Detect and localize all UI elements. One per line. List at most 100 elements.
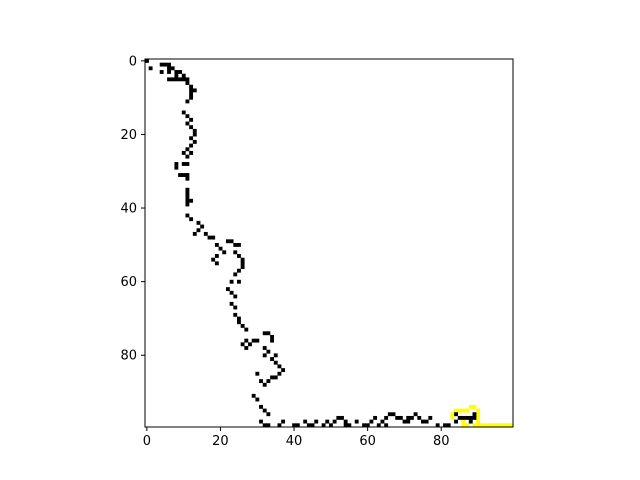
path-cell [332, 419, 337, 424]
path-cell [248, 342, 252, 347]
path-cell [292, 423, 297, 428]
path-cell [233, 272, 238, 277]
path-cell [181, 162, 186, 166]
path-cell [262, 382, 267, 387]
path-cell [189, 143, 194, 148]
path-cell [435, 423, 440, 428]
path-cell [303, 419, 308, 424]
path-cell [365, 423, 370, 428]
path-cell [343, 423, 348, 428]
path-cell [196, 220, 201, 225]
path-cell [189, 217, 194, 222]
path-cell [277, 371, 282, 376]
highlight-cell [490, 423, 495, 428]
path-cell [354, 419, 359, 424]
path-cell [362, 423, 366, 428]
path-cell [270, 357, 274, 361]
path-cell [295, 423, 300, 428]
path-cell [384, 415, 389, 420]
path-cell [185, 198, 190, 203]
path-cell [178, 70, 182, 74]
x-tick-label: 60 [359, 434, 376, 449]
path-cell [413, 412, 418, 417]
path-cell [185, 99, 190, 104]
path-cell [259, 419, 263, 424]
path-cell [185, 147, 190, 152]
y-tick-label: 60 [120, 275, 137, 290]
path-cell [237, 316, 241, 321]
path-cell [409, 415, 414, 420]
path-cell [281, 368, 286, 372]
path-cell [255, 397, 260, 402]
path-cell [225, 287, 230, 292]
path-cell [185, 187, 190, 192]
heatmap-cells [145, 59, 514, 428]
path-cell [192, 128, 197, 133]
path-cell [185, 162, 190, 166]
path-cell [266, 423, 271, 428]
x-tick-label: 40 [286, 434, 303, 449]
highlight-cell [468, 404, 473, 409]
path-cell [229, 239, 234, 244]
path-cell [185, 202, 190, 207]
path-cell [159, 62, 164, 67]
path-cell [167, 77, 171, 82]
highlight-cell [476, 423, 481, 428]
y-tick-label: 80 [120, 349, 137, 364]
path-cell [465, 415, 470, 420]
plot-frame [144, 58, 514, 428]
path-cell [421, 419, 425, 424]
path-cell [185, 81, 190, 85]
path-cell [163, 62, 168, 67]
path-cell [233, 250, 238, 255]
highlight-cell [479, 423, 484, 428]
path-cell [240, 261, 245, 266]
path-cell [240, 323, 245, 328]
path-cell [387, 412, 392, 417]
path-cell [185, 195, 190, 200]
highlight-cell [461, 419, 466, 424]
path-cell [406, 419, 411, 424]
x-tick-label: 20 [212, 434, 229, 449]
path-cell [148, 66, 153, 71]
path-cell [185, 213, 190, 218]
path-cell [240, 342, 245, 347]
path-cell [181, 73, 186, 78]
path-cell [347, 423, 352, 428]
x-axis: 0 20 40 60 80 [143, 427, 450, 449]
path-cell [185, 176, 190, 181]
path-cell [229, 279, 234, 284]
path-cell [237, 243, 241, 247]
path-cell [170, 66, 175, 71]
path-cell [277, 364, 282, 369]
path-cell [189, 151, 194, 155]
path-cell [373, 415, 378, 420]
path-cell [402, 419, 407, 424]
path-cell [398, 415, 403, 420]
path-cell [189, 84, 194, 89]
path-cell [214, 243, 219, 247]
highlight-cell [465, 423, 470, 428]
path-cell [200, 224, 205, 229]
path-cell [189, 136, 194, 141]
x-tick-label: 80 [433, 434, 450, 449]
path-cell [454, 412, 458, 417]
path-cell [314, 419, 319, 424]
path-cell [270, 375, 274, 380]
path-cell [244, 327, 249, 332]
path-cell [233, 243, 238, 247]
path-cell [167, 70, 171, 74]
path-cell [233, 305, 238, 310]
path-cell [306, 423, 311, 428]
path-cell [237, 320, 241, 325]
path-cell [229, 290, 234, 295]
path-cell [222, 250, 227, 255]
path-cell [185, 121, 190, 126]
path-cell [181, 77, 186, 82]
path-cell [266, 331, 271, 336]
highlight-cell [476, 408, 481, 413]
path-cell [376, 423, 381, 428]
highlight-cell [494, 423, 499, 428]
